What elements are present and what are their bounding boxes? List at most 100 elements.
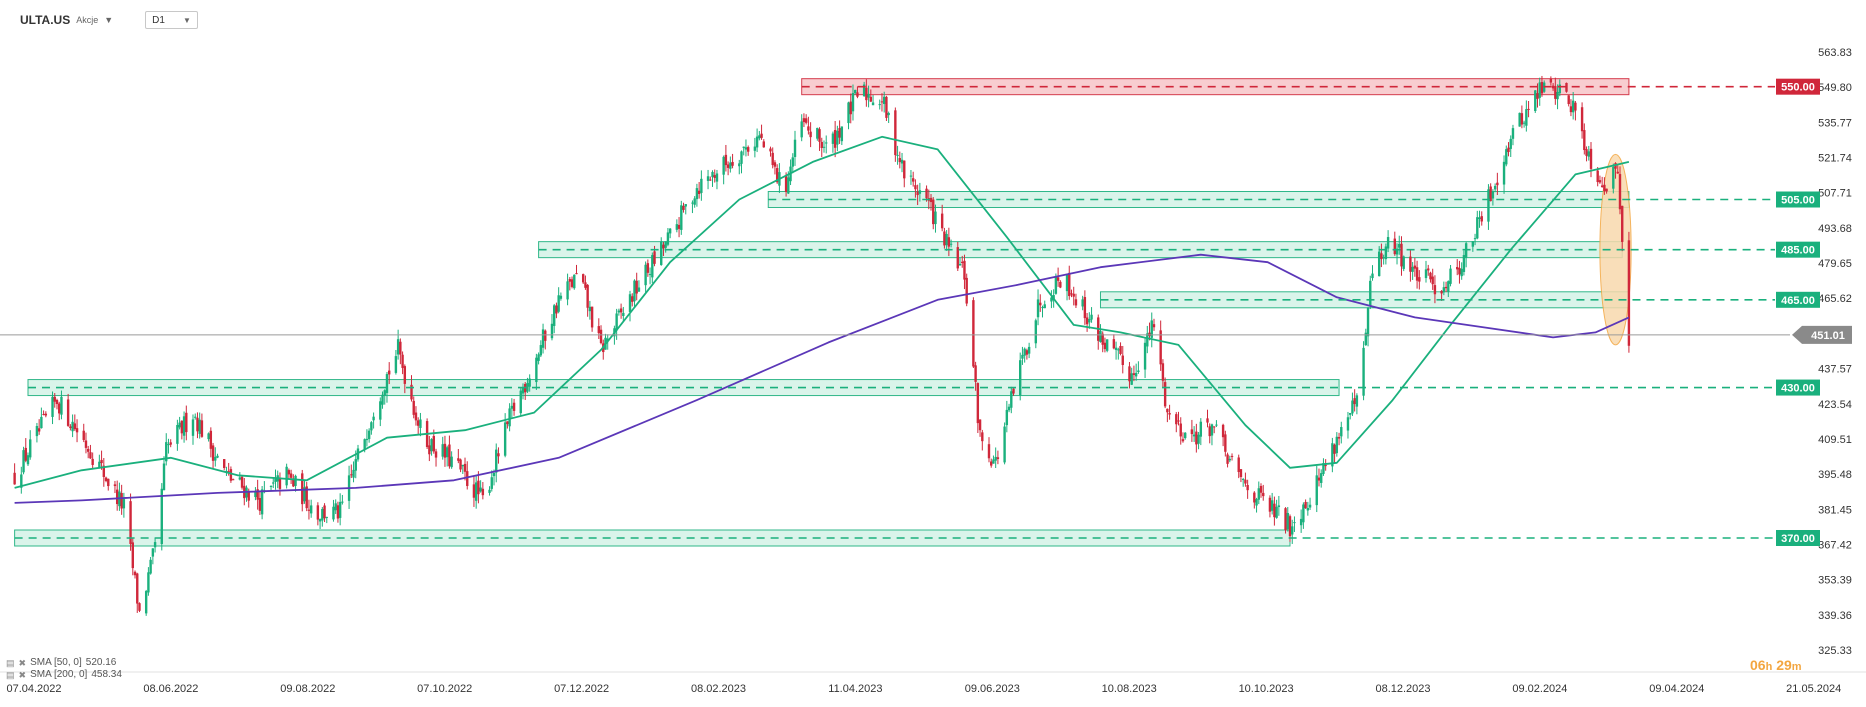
candle-body [972, 300, 975, 367]
candle [1114, 341, 1118, 360]
candle [1413, 257, 1417, 277]
candle [909, 170, 913, 185]
candle-body [305, 486, 308, 509]
candle-body [1197, 434, 1200, 444]
candle-countdown: 06h 29m [1750, 657, 1802, 673]
candle-body [1509, 138, 1512, 149]
candle-body [909, 175, 913, 177]
candle-body [318, 518, 322, 522]
candle-body [1398, 243, 1401, 248]
symbol-label[interactable]: ULTA.US [20, 13, 71, 27]
x-tick-label: 07.10.2022 [417, 683, 472, 695]
candle-body [557, 295, 560, 312]
candle-body [981, 432, 984, 442]
candle-body [1393, 238, 1396, 255]
candle [994, 447, 997, 469]
legend-sma50[interactable]: ▤ ✖ SMA [50, 0] 520.16 [6, 657, 122, 669]
candle-body [882, 96, 886, 105]
candle [773, 160, 777, 175]
candle [1322, 458, 1325, 476]
candle [731, 153, 734, 169]
y-tick-label: 325.33 [1818, 645, 1852, 657]
candle [69, 424, 72, 431]
legend-label: SMA [50, 0] [30, 657, 82, 668]
timeframe-select[interactable]: D1 ▼ [145, 11, 198, 29]
sma200-line [14, 253, 1630, 504]
candle [1293, 516, 1296, 532]
indicator-settings-icon[interactable]: ▤ [6, 658, 15, 668]
candle-body [965, 277, 968, 304]
candle-body [1415, 267, 1419, 281]
candle [53, 393, 56, 408]
candle-body [178, 422, 181, 428]
candle-body [379, 401, 382, 420]
candle-body [1114, 347, 1118, 351]
candle [809, 122, 812, 148]
candle [1184, 432, 1187, 440]
candle [37, 419, 41, 435]
candle [1603, 177, 1606, 195]
candle [1605, 188, 1608, 194]
candle-body [274, 478, 277, 482]
candle-body [1574, 102, 1577, 111]
candle-body [1335, 436, 1339, 454]
candle-body [744, 147, 748, 150]
candle-body [1627, 240, 1631, 346]
indicator-settings-icon[interactable]: ▤ [6, 670, 15, 680]
candle [1179, 417, 1182, 445]
legend-sma200[interactable]: ▤ ✖ SMA [200, 0] 458.34 [6, 669, 122, 681]
candle [321, 506, 324, 527]
candle [1447, 280, 1450, 297]
remove-indicator-icon[interactable]: ✖ [18, 670, 27, 680]
level-tags: 550.00 505.00 485.00 465.00 430.00 370.00 451.… [1776, 78, 1852, 546]
candle-body [1456, 267, 1459, 270]
candle [555, 302, 558, 319]
candle-body [1027, 346, 1031, 354]
candle [445, 445, 449, 467]
candle-body [762, 141, 765, 148]
candle-body [69, 426, 72, 429]
candle-body [1121, 355, 1124, 365]
candle [1456, 259, 1459, 276]
candle [865, 79, 868, 107]
candle [1134, 363, 1138, 381]
symbol-dropdown-icon[interactable]: ▼ [104, 15, 114, 25]
candle [341, 494, 344, 505]
candle [682, 202, 685, 213]
candle-body [541, 329, 545, 348]
y-tick-label: 563.83 [1818, 47, 1852, 59]
candle [1369, 275, 1372, 310]
candle [385, 372, 389, 403]
candle [1230, 453, 1234, 461]
candle-body [98, 461, 101, 469]
candle-body [729, 162, 732, 169]
remove-indicator-icon[interactable]: ✖ [18, 658, 27, 668]
candle-body [865, 87, 868, 101]
candle [292, 474, 295, 488]
candle [144, 589, 148, 616]
level-zone-485.00 [538, 241, 1623, 259]
candle [711, 170, 714, 187]
candle-body [878, 104, 881, 106]
moving-averages [14, 135, 1630, 504]
candle-body [869, 96, 873, 102]
chevron-down-icon: ▼ [182, 15, 191, 25]
candle-body [555, 305, 558, 314]
legend-value: 458.34 [91, 669, 122, 680]
x-tick-label: 10.08.2023 [1102, 683, 1157, 695]
candle-body [787, 177, 790, 194]
candle-body [1050, 297, 1053, 302]
y-tick-label: 423.54 [1818, 399, 1852, 411]
candle-body [1143, 342, 1147, 370]
candle-body [840, 126, 844, 142]
candle-body [911, 178, 915, 182]
candle-body [1386, 237, 1390, 249]
y-tick-label: 353.39 [1818, 575, 1852, 587]
candle-body [120, 493, 123, 509]
candle [367, 428, 371, 443]
candle-body [131, 542, 134, 569]
candle [1402, 255, 1405, 272]
candle [1571, 91, 1575, 120]
candle-body [508, 408, 511, 427]
